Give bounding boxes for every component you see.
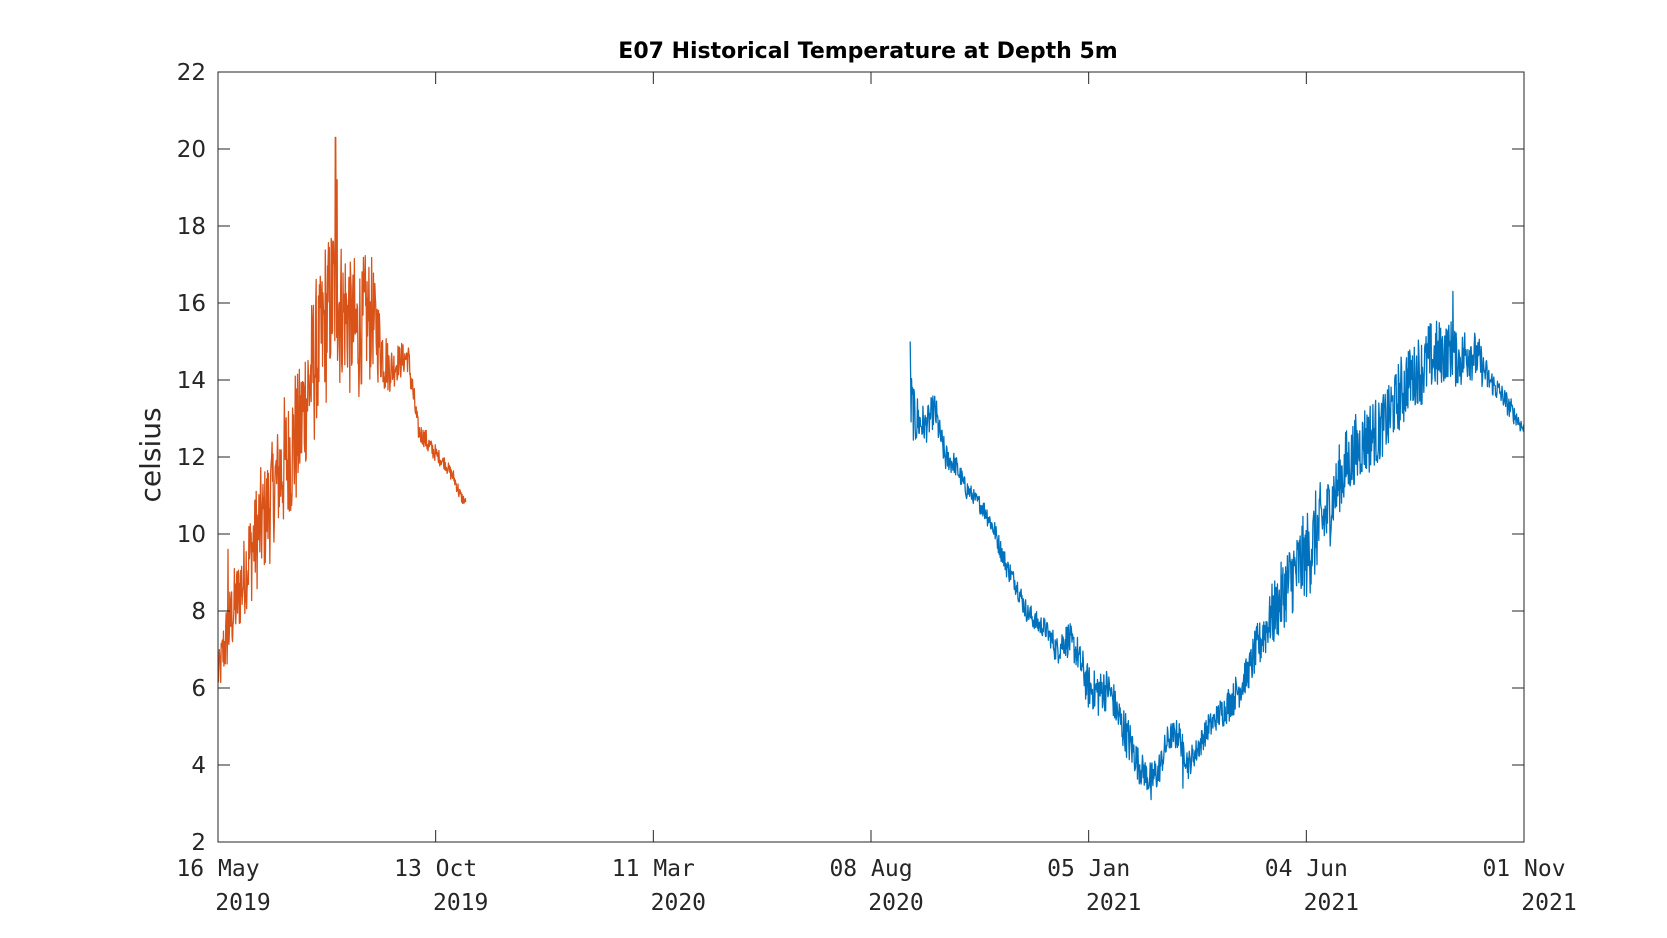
y-tick-label: 4: [191, 753, 206, 779]
y-tick-label: 18: [177, 214, 206, 240]
y-tick-label: 10: [177, 522, 206, 548]
y-tick-label: 16: [177, 291, 206, 317]
x-tick-label-year: 2021: [1304, 890, 1359, 916]
x-tick-label-year: 2021: [1521, 890, 1576, 916]
x-tick-label-day: 05 Jan: [1047, 856, 1130, 882]
x-tick-label-day: 01 Nov: [1482, 856, 1565, 882]
series-line-2: [909, 290, 1525, 801]
series-layer: [217, 136, 1525, 801]
x-tick-label-day: 04 Jun: [1265, 856, 1348, 882]
chart-title: E07 Historical Temperature at Depth 5m: [618, 39, 1117, 64]
y-tick-label: 22: [177, 60, 206, 86]
x-tick-label-day: 11 Mar: [612, 856, 695, 882]
x-tick-label-day: 08 Aug: [829, 856, 912, 882]
y-tick-label: 14: [177, 368, 206, 394]
y-tick-label: 20: [177, 137, 206, 163]
x-tick-label-year: 2020: [651, 890, 706, 916]
y-tick-label: 6: [191, 676, 206, 702]
x-tick-label-year: 2020: [868, 890, 923, 916]
x-tick-label-day: 16 May: [176, 856, 259, 882]
y-axis-label: celsius: [134, 407, 167, 502]
x-tick-label-year: 2019: [433, 890, 488, 916]
x-tick-label-day: 13 Oct: [394, 856, 477, 882]
y-tick-label: 12: [177, 445, 206, 471]
x-tick-label-year: 2021: [1086, 890, 1141, 916]
y-tick-label: 8: [191, 599, 206, 625]
x-tick-label-year: 2019: [215, 890, 270, 916]
ticks-layer: 2 4 6 8 10 12 14 16 18 20 22 16 May 2019 13 Oct 2019 11…: [176, 60, 1576, 916]
y-tick-label: 2: [191, 830, 206, 856]
series-line-1: [217, 136, 467, 684]
axes-box: [217, 71, 1525, 843]
